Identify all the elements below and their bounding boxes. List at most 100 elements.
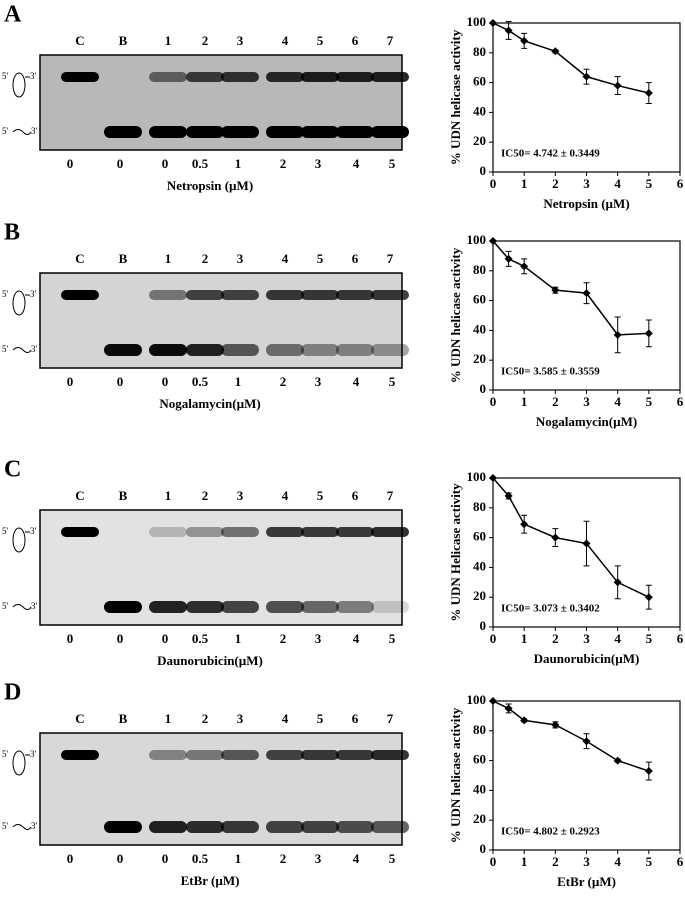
lane-label: B — [119, 711, 128, 726]
data-point — [644, 329, 653, 338]
data-point — [582, 72, 591, 81]
band — [61, 290, 99, 300]
band — [221, 601, 259, 613]
lane-label: B — [119, 488, 128, 503]
band — [371, 750, 409, 760]
x-tick-label: 1 — [521, 176, 528, 191]
band — [371, 126, 409, 138]
concentration-label: 0.5 — [192, 851, 209, 866]
lane-label: 2 — [202, 711, 209, 726]
data-point — [613, 756, 622, 765]
data-point — [582, 289, 591, 298]
band — [186, 344, 224, 356]
lane-label: C — [75, 488, 84, 503]
data-point — [582, 737, 591, 746]
band — [371, 821, 409, 833]
strand-end: 5' — [2, 126, 9, 136]
concentration-label: 0 — [162, 631, 169, 646]
strand-end: 3' — [30, 526, 37, 536]
lane-label: 5 — [317, 711, 324, 726]
band — [186, 290, 224, 300]
data-point — [504, 26, 513, 35]
band — [266, 601, 304, 613]
band — [149, 821, 187, 833]
annotation: IC50= 3.073 ± 0.3402 — [501, 603, 600, 615]
concentration-label: 4 — [353, 374, 360, 389]
g4-structure — [12, 290, 26, 316]
lane-label: 4 — [282, 33, 289, 48]
band — [149, 344, 187, 356]
concentration-label: 5 — [389, 631, 396, 646]
x-tick-label: 5 — [646, 631, 653, 646]
x-tick-label: 1 — [521, 854, 528, 869]
annotation: IC50= 3.585 ± 0.3559 — [501, 366, 600, 378]
strand-end: 3' — [30, 749, 37, 759]
x-tick-label: 6 — [677, 176, 684, 191]
band — [149, 72, 187, 82]
drug-label: Netropsin (µM) — [167, 178, 253, 193]
data-point — [489, 474, 497, 482]
concentration-label: 0 — [67, 631, 74, 646]
x-tick-label: 2 — [552, 176, 559, 191]
concentration-label: 0 — [162, 374, 169, 389]
x-axis-label: Nogalamycin(µM) — [536, 414, 637, 429]
annotation: IC50= 4.742 ± 0.3449 — [501, 148, 600, 160]
y-tick-label: 100 — [467, 14, 487, 29]
strand-end: 5' — [2, 821, 9, 831]
y-tick-label: 20 — [473, 588, 486, 603]
y-tick-label: 80 — [473, 722, 486, 737]
lane-label: 5 — [317, 251, 324, 266]
concentration-label: 3 — [315, 631, 322, 646]
y-axis-label: % UDN helicase activity — [448, 707, 463, 843]
concentration-label: 0 — [117, 374, 124, 389]
x-tick-label: 0 — [490, 176, 497, 191]
strand-end: 5' — [2, 289, 9, 299]
x-tick-label: 0 — [490, 631, 497, 646]
g4-structure — [12, 72, 26, 98]
strand — [12, 604, 32, 610]
band — [149, 601, 187, 613]
drug-label: Nogalamycin(µM) — [159, 396, 260, 411]
band — [266, 821, 304, 833]
x-tick-label: 2 — [552, 854, 559, 869]
band — [186, 126, 224, 138]
data-point — [520, 262, 529, 271]
y-tick-label: 80 — [473, 499, 486, 514]
band — [149, 290, 187, 300]
x-axis-label: Daunorubicin(µM) — [534, 651, 640, 666]
concentration-label: 0.5 — [192, 631, 209, 646]
data-point — [520, 716, 529, 725]
concentration-label: 0 — [117, 631, 124, 646]
data-point — [551, 47, 560, 56]
strand-end: 5' — [2, 749, 9, 759]
concentration-label: 1 — [235, 851, 242, 866]
y-axis-label: % UDN Helicase activity — [448, 483, 463, 622]
concentration-label: 1 — [235, 374, 242, 389]
band — [149, 750, 187, 760]
panel-letter: A — [4, 2, 22, 28]
band — [149, 126, 187, 138]
lane-label: 6 — [352, 251, 359, 266]
band — [301, 527, 339, 537]
strand-end: 5' — [2, 601, 9, 611]
band — [221, 750, 259, 760]
band — [266, 344, 304, 356]
strand-end: 3' — [31, 126, 38, 136]
x-tick-label: 4 — [614, 394, 621, 409]
data-point — [551, 533, 560, 542]
band — [336, 750, 374, 760]
band — [371, 72, 409, 82]
data-line — [492, 700, 650, 772]
x-tick-label: 0 — [490, 394, 497, 409]
x-tick-label: 3 — [583, 394, 590, 409]
band — [186, 750, 224, 760]
lane-label: 2 — [202, 488, 209, 503]
y-tick-label: 0 — [480, 841, 487, 856]
x-tick-label: 5 — [646, 394, 653, 409]
concentration-label: 0 — [162, 156, 169, 171]
band — [61, 750, 99, 760]
y-tick-label: 60 — [473, 292, 486, 307]
band — [61, 72, 99, 82]
y-tick-label: 100 — [467, 469, 487, 484]
band — [266, 527, 304, 537]
